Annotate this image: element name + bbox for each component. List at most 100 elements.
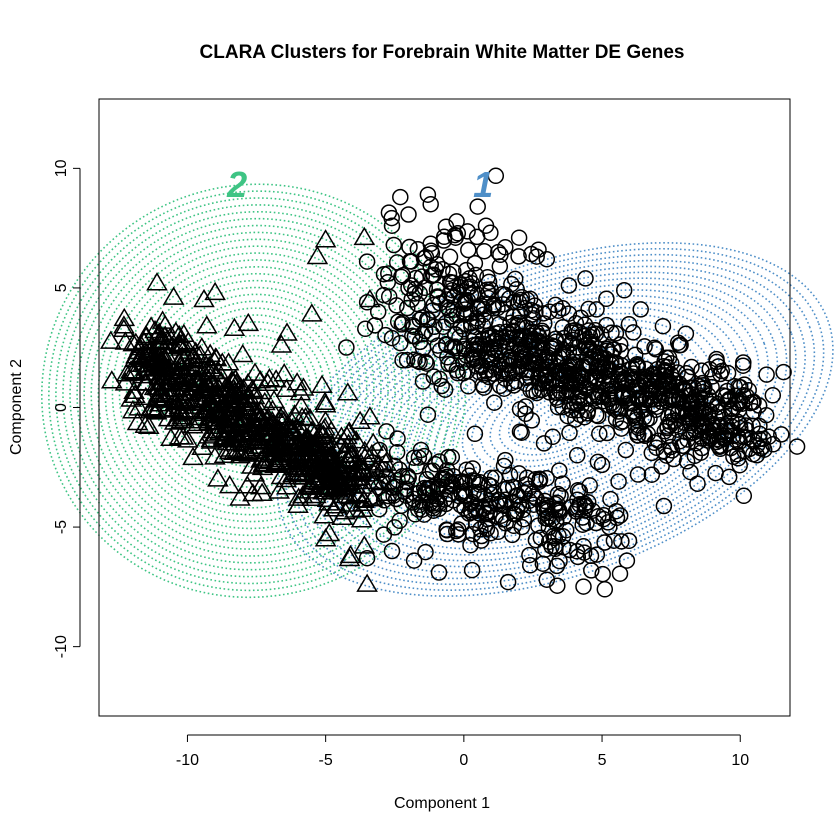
cluster-1-point xyxy=(452,317,470,335)
cluster-2-point xyxy=(193,288,215,308)
cluster-1-shade-ring xyxy=(470,365,640,474)
cluster-1-point xyxy=(455,340,473,358)
cluster-1-point xyxy=(433,377,450,395)
cluster-1-point xyxy=(649,360,666,378)
cluster-2-point xyxy=(224,421,247,440)
cluster-2-point xyxy=(229,408,252,427)
cluster-1-point xyxy=(659,392,676,409)
cluster-2-point xyxy=(164,321,187,340)
cluster-1-point xyxy=(660,390,678,408)
x-tick-label: 10 xyxy=(731,752,749,769)
cluster-1-point xyxy=(690,387,708,404)
cluster-1-point xyxy=(338,339,355,356)
cluster-2-point xyxy=(115,363,138,382)
cluster-1-point xyxy=(494,296,512,313)
cluster-1-point xyxy=(443,448,461,466)
cluster-1-point xyxy=(491,258,509,275)
cluster-1-point xyxy=(502,351,520,368)
cluster-1-point xyxy=(596,534,613,551)
cluster-1-point xyxy=(558,367,575,384)
cluster-1-point xyxy=(527,470,544,488)
cluster-1-point xyxy=(643,444,661,462)
cluster-2-point xyxy=(237,441,260,461)
cluster-1-point xyxy=(549,384,567,402)
cluster-1-point xyxy=(458,461,475,478)
cluster-1-point xyxy=(682,463,699,481)
cluster-1-point xyxy=(506,270,524,288)
cluster-1-point xyxy=(419,406,437,423)
cluster-2-point xyxy=(197,368,220,387)
cluster-1-point xyxy=(551,462,568,479)
cluster-2-point xyxy=(140,398,163,417)
cluster-1-point xyxy=(612,414,629,431)
y-axis: -10 -5 0 5 10 xyxy=(53,159,81,658)
cluster-2-point xyxy=(224,368,247,388)
cluster-1-point xyxy=(591,425,608,443)
cluster-1-point xyxy=(683,358,700,376)
cluster-2-shade-ring xyxy=(132,272,375,509)
cluster-1-point xyxy=(504,526,521,544)
cluster-1-point xyxy=(602,377,619,395)
cluster-2-point xyxy=(359,288,381,308)
cluster-1-point xyxy=(607,325,625,342)
cluster-1-point xyxy=(775,363,792,381)
cluster-2-point xyxy=(264,443,286,463)
cluster-1-shade-ring xyxy=(369,300,742,538)
cluster-2-point xyxy=(275,476,298,495)
cluster-2-point xyxy=(153,330,175,350)
cluster-2-point xyxy=(287,494,309,513)
cluster-2-point xyxy=(336,425,358,445)
cluster-1-point xyxy=(491,315,508,333)
cluster-2-shade-ring xyxy=(125,266,382,516)
cluster-1-point xyxy=(511,400,529,418)
cluster-1-point xyxy=(530,241,547,258)
cluster-1-point xyxy=(590,407,607,425)
cluster-2-point xyxy=(212,428,235,447)
cluster-1-point xyxy=(643,466,661,483)
cluster-2-point xyxy=(331,474,354,493)
cluster-1-point xyxy=(704,368,721,385)
cluster-2-point xyxy=(325,495,348,514)
cluster-1-point xyxy=(495,457,513,475)
y-axis-label: Component 2 xyxy=(8,359,25,455)
cluster-1-point xyxy=(665,450,682,468)
cluster-1-point xyxy=(437,335,455,353)
cluster-1-point xyxy=(757,406,775,424)
cluster-1-point xyxy=(461,270,478,287)
cluster-1-point xyxy=(370,500,388,518)
cluster-1-point xyxy=(426,318,443,336)
cluster-1-point xyxy=(510,229,528,246)
cluster-1-point xyxy=(485,300,502,317)
cluster-1-point xyxy=(477,362,495,380)
cluster-1-point xyxy=(704,415,722,433)
cluster-2-point xyxy=(211,352,234,371)
cluster-1-point xyxy=(583,368,601,385)
cluster-1-point xyxy=(453,485,470,503)
cluster-2-shade-ring xyxy=(196,334,312,447)
cluster-1-point xyxy=(497,239,514,256)
cluster-2-point xyxy=(188,371,211,391)
cluster-1-point xyxy=(620,315,638,333)
cluster-2-shade-ring xyxy=(139,279,368,502)
cluster-1-point xyxy=(417,353,434,371)
cluster-1-point xyxy=(729,413,746,431)
cluster-1-point xyxy=(637,390,655,408)
cluster-2-point xyxy=(314,528,337,547)
cluster-2-point xyxy=(162,286,185,305)
cluster-2-point xyxy=(195,386,218,406)
cluster-2-point xyxy=(133,331,155,351)
cluster-1-point xyxy=(515,348,532,365)
cluster-1-point xyxy=(624,372,641,389)
cluster-1-point xyxy=(608,509,626,527)
cluster-1-point xyxy=(416,322,434,340)
cluster-1-point xyxy=(541,303,558,321)
cluster-1-point xyxy=(417,485,434,503)
cluster-2-point xyxy=(126,353,149,372)
cluster-1-point xyxy=(392,188,409,206)
cluster-1-point xyxy=(773,426,790,443)
cluster-1-point xyxy=(552,487,569,505)
cluster-1-point xyxy=(475,306,492,323)
cluster-1-point xyxy=(463,561,481,579)
cluster-1-point xyxy=(472,337,489,354)
cluster-1-point xyxy=(600,397,618,414)
